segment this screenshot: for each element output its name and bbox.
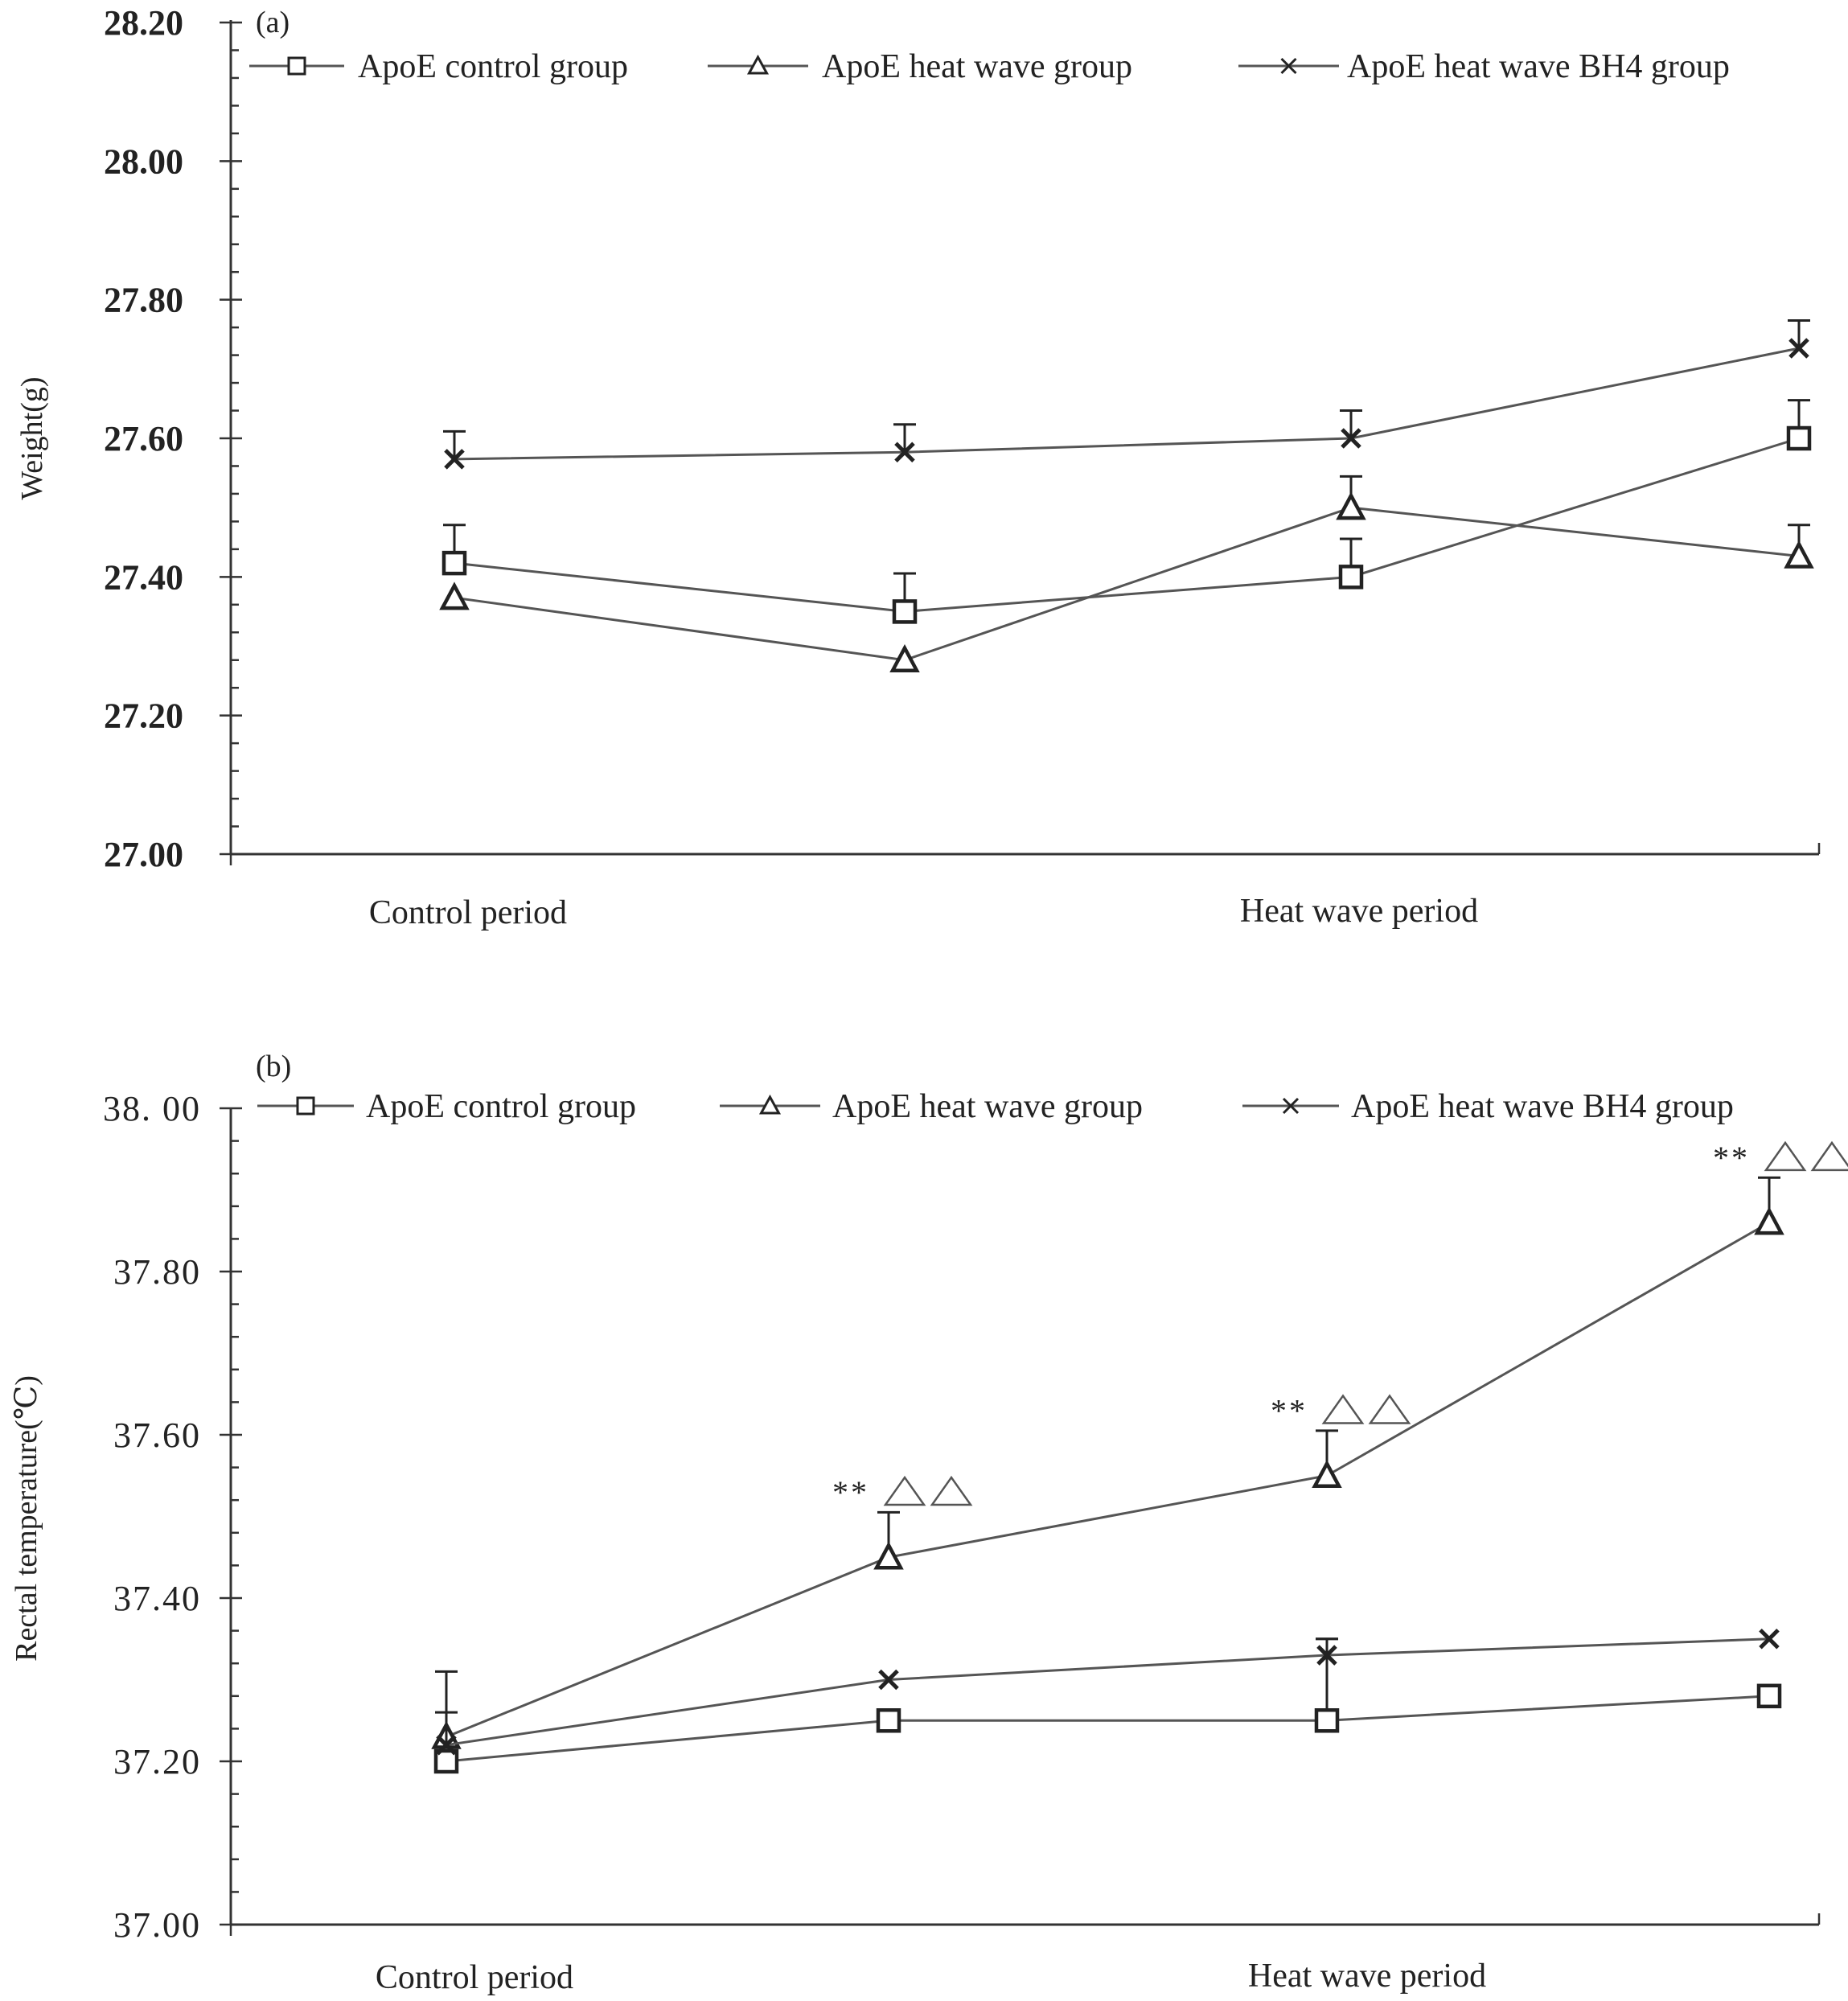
significance-triangle-icon [883, 1475, 926, 1506]
panel-a-label: (a) [256, 6, 290, 39]
data-point-triangle [1754, 1206, 1784, 1235]
legend-item-apoe-heat-wave-group: ApoE heat wave group [708, 48, 1132, 85]
significance-annotation: ** [1271, 1393, 1411, 1429]
data-point-x [1341, 428, 1361, 449]
significance-stars: ** [1271, 1393, 1308, 1429]
significance-triangle-icon [1810, 1140, 1848, 1172]
legend-item-apoe-heat-wave-bh4-group: ApoE heat wave BH4 group [1242, 1088, 1734, 1125]
legend-marker-apoe-control-group [296, 1096, 315, 1116]
panel-a-y-axis-title: Weight(g) [15, 376, 49, 499]
panel-b-category-control: Control period [376, 1959, 573, 1996]
series-line-apoe-heat-wave-group [454, 506, 1800, 662]
legend-item-apoe-heat-wave-bh4-group: ApoE heat wave BH4 group [1238, 48, 1730, 85]
series-apoe-heat-wave-group [439, 475, 1814, 672]
y-tick-label: 27.20 [104, 696, 183, 736]
panel-b-y-axis-title: Rectal temperature(℃) [10, 1375, 43, 1662]
legend-marker-apoe-control-group [287, 56, 306, 76]
y-tick-label: 37.40 [113, 1579, 201, 1618]
significance-triangle-icon [1321, 1394, 1365, 1424]
panel-b-series [431, 1176, 1784, 1774]
panel-b-label: (b) [256, 1050, 291, 1083]
panel-a-legend: ApoE control group ApoE heat wave group Ap… [249, 48, 1730, 85]
y-tick-label: 28.00 [104, 142, 183, 181]
significance-annotation: ** [832, 1474, 973, 1510]
data-point-square [441, 550, 467, 576]
data-point-triangle [439, 581, 470, 610]
panel-a-series [439, 319, 1814, 672]
significance-stars: ** [832, 1474, 869, 1510]
data-point-triangle [1312, 1459, 1342, 1488]
legend-label-apoe-heat-wave-group: ApoE heat wave group [832, 1088, 1143, 1125]
y-tick-label: 37.80 [113, 1252, 201, 1292]
series-line-apoe-control-group [454, 437, 1800, 613]
legend-marker-apoe-heat-wave-bh4-group [1280, 57, 1297, 75]
panel-b-legend: ApoE control group ApoE heat wave group Ap… [257, 1088, 1734, 1125]
panel-a-weight-chart: (a) ApoE control group ApoE heat wave gro… [15, 3, 1821, 931]
panel-a-category-heatwave: Heat wave period [1240, 893, 1478, 930]
y-tick-label: 28.20 [104, 3, 183, 43]
data-point-x [436, 1734, 457, 1756]
data-point-x [1788, 338, 1809, 359]
significance-triangle-icon [1764, 1140, 1807, 1172]
data-point-x [1759, 1628, 1780, 1650]
data-point-x [878, 1669, 899, 1691]
legend-marker-apoe-heat-wave-bh4-group [1282, 1097, 1300, 1115]
legend-item-apoe-control-group: ApoE control group [249, 48, 628, 85]
data-point-x [894, 442, 915, 463]
y-tick-label: 38. 00 [103, 1089, 201, 1128]
data-point-triangle [889, 643, 920, 672]
panel-b-y-ticks: 37.00 37.20 37.40 37.60 37.80 38. 00 [103, 1089, 1821, 1945]
y-tick-label: 27.60 [104, 419, 183, 458]
legend-item-apoe-control-group: ApoE control group [257, 1088, 636, 1125]
legend-label-apoe-heat-wave-group: ApoE heat wave group [822, 48, 1132, 85]
panel-b-annotations: ** ** ** [832, 1140, 1848, 1510]
data-point-square [1314, 1708, 1340, 1733]
legend-label-apoe-control-group: ApoE control group [366, 1088, 636, 1125]
series-line-apoe-heat-wave-group [446, 1221, 1770, 1738]
series-apoe-control-group [433, 1637, 1782, 1774]
data-point-square [1786, 425, 1812, 451]
data-point-triangle [1336, 491, 1366, 520]
data-point-x [1316, 1645, 1337, 1666]
series-apoe-control-group [441, 399, 1812, 624]
significance-triangle-icon [1368, 1394, 1411, 1424]
series-apoe-heat-wave-group [431, 1176, 1784, 1749]
legend-marker-apoe-heat-wave-group [746, 54, 770, 75]
data-point-square [876, 1708, 901, 1733]
legend-label-apoe-heat-wave-bh4-group: ApoE heat wave BH4 group [1347, 48, 1730, 85]
data-point-square [1338, 565, 1364, 590]
series-line-apoe-control-group [446, 1695, 1770, 1763]
significance-annotation: ** [1713, 1140, 1848, 1176]
data-point-triangle [1784, 540, 1814, 569]
legend-item-apoe-heat-wave-group: ApoE heat wave group [720, 1088, 1143, 1125]
y-tick-label: 37.60 [113, 1415, 201, 1455]
y-tick-label: 37.00 [113, 1905, 201, 1945]
series-apoe-heat-wave-bh4-group [435, 1628, 1780, 1756]
data-point-square [892, 599, 918, 624]
significance-triangle-icon [930, 1475, 973, 1506]
series-apoe-heat-wave-bh4-group [443, 319, 1810, 470]
panel-a-y-ticks: 27.00 27.20 27.40 27.60 27.80 28.00 28.20 [104, 3, 1821, 874]
series-line-apoe-heat-wave-bh4-group [446, 1637, 1770, 1747]
panel-a-category-control: Control period [369, 894, 567, 931]
y-tick-label: 37.20 [113, 1742, 201, 1781]
legend-label-apoe-heat-wave-bh4-group: ApoE heat wave BH4 group [1351, 1088, 1734, 1125]
legend-label-apoe-control-group: ApoE control group [358, 48, 628, 85]
data-point-x [444, 449, 465, 470]
significance-stars: ** [1713, 1140, 1750, 1176]
panel-b-category-heatwave: Heat wave period [1248, 1958, 1486, 1995]
y-tick-label: 27.00 [104, 835, 183, 874]
data-point-triangle [873, 1541, 904, 1570]
y-tick-label: 27.80 [104, 281, 183, 320]
panel-b-temperature-chart: (b) ApoE control group ApoE heat wave gro… [10, 1050, 1848, 1996]
y-tick-label: 27.40 [104, 557, 183, 597]
data-point-square [1756, 1683, 1782, 1709]
legend-marker-apoe-heat-wave-group [758, 1094, 782, 1115]
series-line-apoe-heat-wave-bh4-group [454, 347, 1800, 461]
